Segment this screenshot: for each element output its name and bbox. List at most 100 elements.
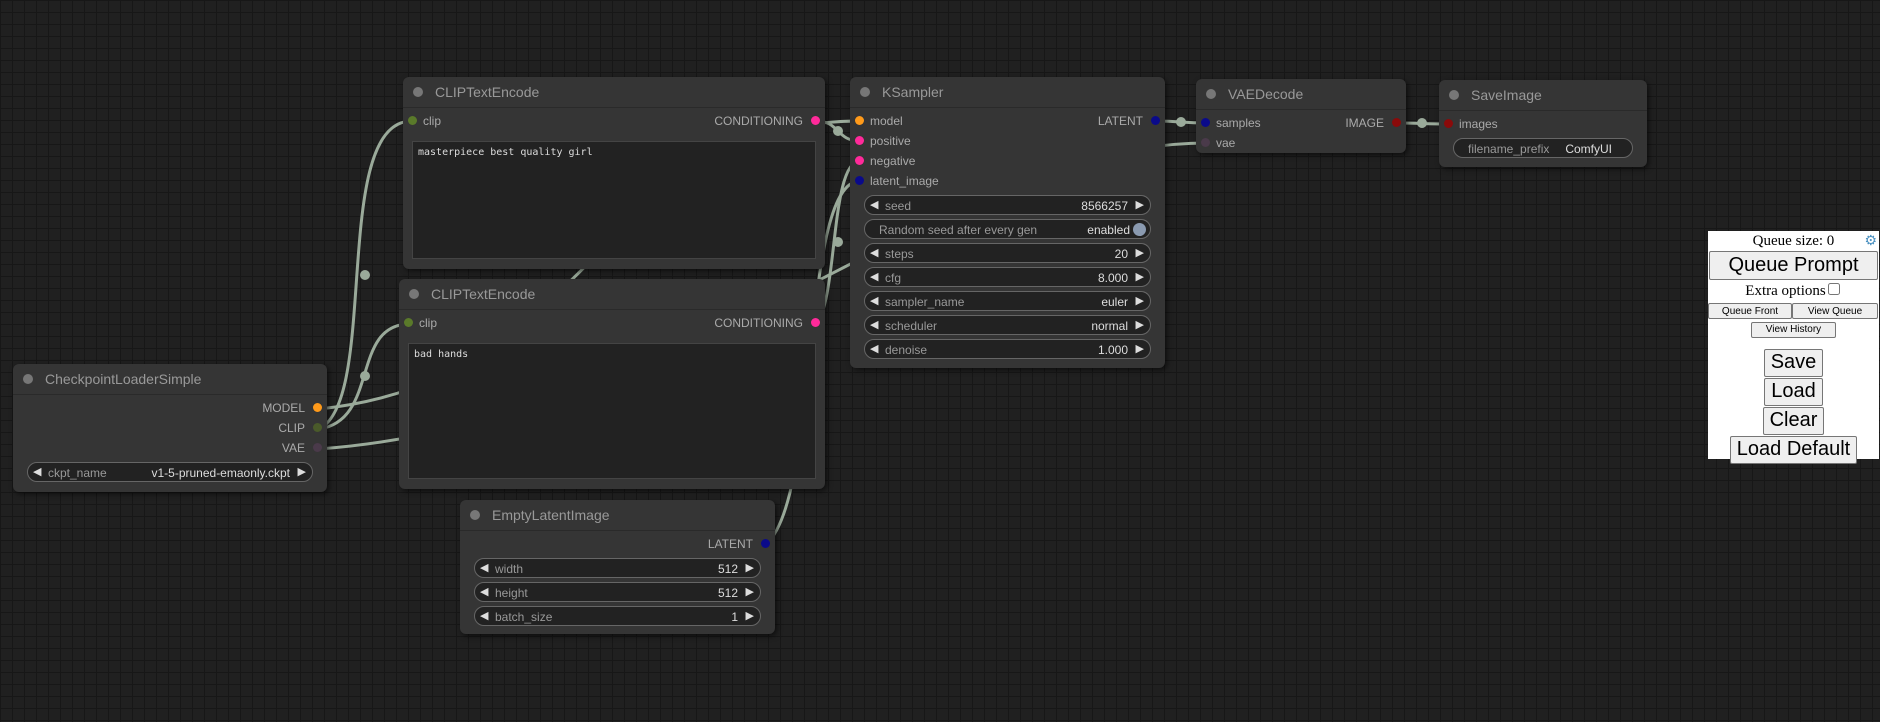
- load-default-button[interactable]: Load Default: [1729, 435, 1858, 464]
- widget-batch-size[interactable]: ◀ ▶ batch_size 1: [474, 606, 761, 626]
- input-slot-samples[interactable]: [1201, 118, 1210, 127]
- input-slot-positive[interactable]: [855, 136, 864, 145]
- node-title-bar[interactable]: CLIPTextEncode: [403, 77, 825, 108]
- node-vae[interactable]: VAEDecode samples IMAGE vae: [1196, 79, 1406, 153]
- widget-ckpt-name[interactable]: ◀ ▶ ckpt_name v1-5-pruned-emaonly.ckpt: [27, 462, 313, 482]
- arrow-left-icon[interactable]: ◀: [870, 319, 879, 331]
- node-title-bar[interactable]: SaveImage: [1439, 80, 1647, 111]
- collapse-dot-icon[interactable]: [860, 87, 870, 97]
- node-clip1[interactable]: CLIPTextEncode clip CONDITIONING masterpiec…: [403, 77, 825, 269]
- widget-sampler-name[interactable]: ◀ ▶ sampler_name euler: [864, 291, 1151, 311]
- view-queue-button[interactable]: View Queue: [1792, 303, 1878, 319]
- arrow-left-icon[interactable]: ◀: [870, 295, 879, 307]
- node-latent[interactable]: EmptyLatentImage LATENT ◀ ▶ width 512 ◀ ▶ height…: [460, 500, 775, 634]
- slot-row: positive: [850, 131, 1165, 151]
- widget-value: normal: [1091, 319, 1128, 333]
- slot-row: samples IMAGE: [1196, 113, 1406, 133]
- widget-steps[interactable]: ◀ ▶ steps 20: [864, 243, 1151, 263]
- node-title-bar[interactable]: KSampler: [850, 77, 1165, 108]
- widget-value: enabled: [1087, 223, 1130, 237]
- arrow-right-icon[interactable]: ▶: [1135, 295, 1144, 307]
- arrow-left-icon[interactable]: ◀: [870, 199, 879, 211]
- widget-cfg[interactable]: ◀ ▶ cfg 8.000: [864, 267, 1151, 287]
- arrow-left-icon[interactable]: ◀: [480, 610, 489, 622]
- arrow-right-icon[interactable]: ▶: [745, 610, 754, 622]
- output-slot-conditioning[interactable]: [811, 318, 820, 327]
- node-ksampler[interactable]: KSampler model LATENT positive negative laten…: [850, 77, 1165, 368]
- arrow-left-icon[interactable]: ◀: [480, 586, 489, 598]
- output-slot-latent[interactable]: [1151, 116, 1160, 125]
- input-slot-images[interactable]: [1444, 119, 1453, 128]
- input-slot-clip[interactable]: [404, 318, 413, 327]
- node-title: VAEDecode: [1228, 86, 1304, 102]
- toggle-knob-icon[interactable]: [1133, 223, 1146, 236]
- widget-random-seed-after-every-gen[interactable]: Random seed after every gen enabled: [864, 219, 1151, 239]
- arrow-left-icon[interactable]: ◀: [870, 247, 879, 259]
- arrow-right-icon[interactable]: ▶: [745, 586, 754, 598]
- widget-scheduler[interactable]: ◀ ▶ scheduler normal: [864, 315, 1151, 335]
- arrow-right-icon[interactable]: ▶: [1135, 343, 1144, 355]
- arrow-right-icon[interactable]: ▶: [1135, 271, 1144, 283]
- output-slot-clip[interactable]: [313, 423, 322, 432]
- prompt-textarea[interactable]: bad hands: [408, 343, 816, 479]
- clear-button[interactable]: Clear: [1762, 406, 1825, 435]
- arrow-right-icon[interactable]: ▶: [745, 562, 754, 574]
- collapse-dot-icon[interactable]: [409, 289, 419, 299]
- input-slot-vae[interactable]: [1201, 138, 1210, 147]
- node-title: CheckpointLoaderSimple: [45, 371, 202, 387]
- widget-value: v1-5-pruned-emaonly.ckpt: [151, 466, 290, 480]
- node-title-bar[interactable]: VAEDecode: [1196, 79, 1406, 110]
- input-label: clip: [423, 114, 442, 128]
- widget-denoise[interactable]: ◀ ▶ denoise 1.000: [864, 339, 1151, 359]
- link-clip-positive-in: [318, 119, 413, 431]
- arrow-right-icon[interactable]: ▶: [297, 466, 306, 478]
- widget-width[interactable]: ◀ ▶ width 512: [474, 558, 761, 578]
- queue-prompt-button[interactable]: Queue Prompt: [1709, 251, 1878, 280]
- prompt-textarea[interactable]: masterpiece best quality girl: [412, 141, 816, 259]
- node-title: CLIPTextEncode: [431, 286, 536, 302]
- input-slot-latent_image[interactable]: [855, 176, 864, 185]
- widget-height[interactable]: ◀ ▶ height 512: [474, 582, 761, 602]
- widget-value: 8.000: [1097, 271, 1128, 285]
- slot-row: negative: [850, 151, 1165, 171]
- output-slot-vae[interactable]: [313, 443, 322, 452]
- output-slot-latent[interactable]: [761, 539, 770, 548]
- collapse-dot-icon[interactable]: [470, 510, 480, 520]
- arrow-left-icon[interactable]: ◀: [480, 562, 489, 574]
- collapse-dot-icon[interactable]: [1449, 90, 1459, 100]
- view-history-button[interactable]: View History: [1751, 321, 1836, 338]
- widget-filename-prefix[interactable]: filename_prefix ComfyUI: [1453, 138, 1633, 158]
- extra-options-checkbox[interactable]: [1827, 283, 1840, 295]
- queue-front-button[interactable]: Queue Front: [1708, 303, 1792, 319]
- widget-label: sampler_name: [885, 295, 965, 309]
- arrow-left-icon[interactable]: ◀: [870, 343, 879, 355]
- node-clip2[interactable]: CLIPTextEncode clip CONDITIONING bad hands: [399, 279, 825, 489]
- collapse-dot-icon[interactable]: [413, 87, 423, 97]
- slot-row: images: [1439, 114, 1647, 134]
- collapse-dot-icon[interactable]: [23, 374, 33, 384]
- output-label: LATENT: [1097, 114, 1143, 128]
- output-slot-model[interactable]: [313, 403, 322, 412]
- collapse-dot-icon[interactable]: [1206, 89, 1216, 99]
- arrow-right-icon[interactable]: ▶: [1135, 319, 1144, 331]
- widget-label: filename_prefix: [1468, 142, 1550, 156]
- settings-gear-icon[interactable]: ⚙: [1864, 234, 1877, 249]
- arrow-left-icon[interactable]: ◀: [33, 466, 42, 478]
- input-slot-negative[interactable]: [855, 156, 864, 165]
- input-slot-clip[interactable]: [408, 116, 417, 125]
- node-title-bar[interactable]: CheckpointLoaderSimple: [13, 364, 327, 395]
- node-save[interactable]: SaveImage images filename_prefix ComfyUI: [1439, 80, 1647, 167]
- arrow-right-icon[interactable]: ▶: [1135, 199, 1144, 211]
- node-ckpt[interactable]: CheckpointLoaderSimple MODEL CLIP VAE ◀ ▶ ckpt…: [13, 364, 327, 492]
- input-slot-model[interactable]: [855, 116, 864, 125]
- arrow-right-icon[interactable]: ▶: [1135, 247, 1144, 259]
- widget-seed[interactable]: ◀ ▶ seed 8566257: [864, 195, 1151, 215]
- save-button[interactable]: Save: [1763, 348, 1824, 377]
- arrow-left-icon[interactable]: ◀: [870, 271, 879, 283]
- output-slot-conditioning[interactable]: [811, 116, 820, 125]
- node-title-bar[interactable]: CLIPTextEncode: [399, 279, 825, 310]
- load-button[interactable]: Load: [1764, 377, 1823, 406]
- output-slot-image[interactable]: [1392, 118, 1401, 127]
- node-title-bar[interactable]: EmptyLatentImage: [460, 500, 775, 531]
- input-label: clip: [419, 316, 438, 330]
